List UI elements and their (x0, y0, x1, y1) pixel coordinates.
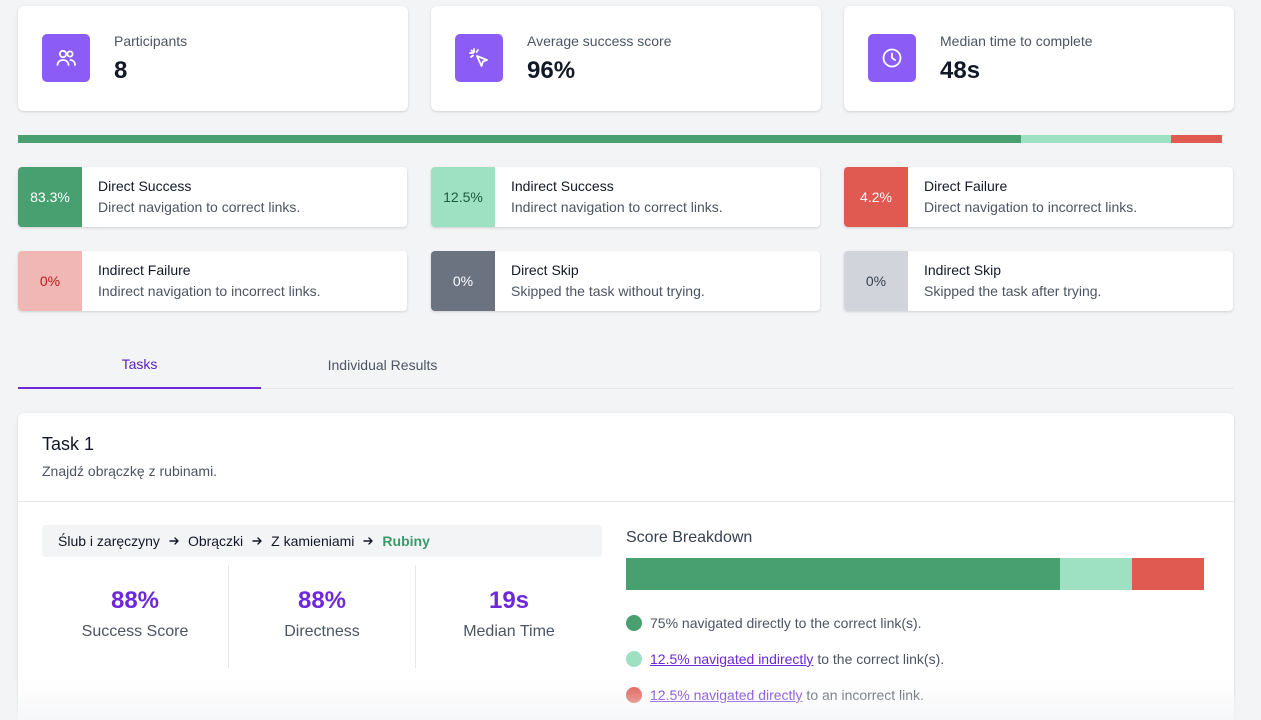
stat-card-participants: Participants 8 (18, 6, 408, 111)
score-breakdown-title: Score Breakdown (626, 529, 753, 546)
breakdown-bar-segment (626, 558, 1060, 590)
legend-title: Indirect Success (511, 178, 614, 194)
overall-bar-segment (1171, 135, 1222, 143)
task-card: Task 1 Znajdź obrączkę z rubinami. Ślub … (18, 413, 1234, 720)
breakdown-item: 12.5% navigated indirectly to the correc… (626, 651, 944, 667)
stat-value: 96% (527, 57, 576, 84)
legend-percentage: 4.2% (844, 167, 908, 227)
status-dot-icon (626, 615, 642, 631)
breakdown-text: 75% navigated directly to the correct li… (650, 615, 922, 631)
legend-percentage: 83.3% (18, 167, 82, 227)
cursor-click-icon (455, 34, 503, 82)
legend-title: Direct Failure (924, 178, 1008, 194)
score-breakdown-bar (626, 558, 1204, 590)
breadcrumb-item: Obrączki (187, 533, 244, 549)
arrow-right-icon (363, 537, 374, 545)
metric-label: Median Time (463, 623, 555, 640)
stat-label: Participants (114, 33, 188, 49)
stat-label: Median time to complete (940, 33, 1093, 49)
stat-label: Average success score (527, 33, 672, 49)
legend-title: Direct Success (98, 178, 192, 194)
stat-value: 8 (114, 57, 128, 84)
stat-card-median-time: Median time to complete 48s (844, 6, 1234, 111)
overall-bar-segment (1020, 135, 1172, 143)
status-dot-icon (626, 687, 642, 703)
legend-description: Direct navigation to incorrect links. (924, 199, 1138, 215)
legend-percentage: 0% (844, 251, 908, 311)
breadcrumb-item: Ślub i zaręczyny (58, 533, 160, 549)
clock-icon (868, 34, 916, 82)
breadcrumb-item-final: Rubiny (382, 533, 430, 549)
stat-value: 48s (940, 57, 981, 84)
arrow-right-icon (252, 537, 262, 545)
arrow-right-icon (169, 537, 179, 545)
legend-description: Indirect navigation to correct links. (511, 199, 723, 215)
legend-indirect-failure: 0% Indirect Failure Indirect navigation … (18, 251, 407, 311)
legend-direct-failure: 4.2% Direct Failure Direct navigation to… (844, 167, 1233, 227)
legend-indirect-success: 12.5% Indirect Success Indirect navigati… (431, 167, 820, 227)
breakdown-item: 75% navigated directly to the correct li… (626, 615, 922, 631)
metric-median-time: 19s Median Time (416, 565, 602, 668)
legend-description: Direct navigation to correct links. (98, 199, 301, 215)
legend-percentage: 12.5% (431, 167, 495, 227)
breakdown-text: to the correct link(s). (813, 651, 945, 667)
breadcrumb: Ślub i zaręczyny Obrączki Z kamieniami R… (42, 525, 602, 557)
task-metrics: 88% Success Score 88% Directness 19s Med… (42, 565, 602, 668)
legend-title: Indirect Failure (98, 262, 191, 278)
metric-value: 88% (297, 587, 347, 614)
overall-bar-segment (18, 135, 1021, 143)
task-description: Znajdź obrączkę z rubinami. (42, 463, 218, 479)
legend-percentage: 0% (431, 251, 495, 311)
breakdown-text: to an incorrect link. (802, 687, 924, 703)
users-icon (42, 34, 90, 82)
breakdown-item: 12.5% navigated directly to an incorrect… (626, 687, 924, 703)
tab-tasks[interactable]: Tasks (18, 340, 261, 389)
legend-indirect-skip: 0% Indirect Skip Skipped the task after … (844, 251, 1233, 311)
metric-value: 19s (488, 587, 530, 614)
task-title: Task 1 (42, 434, 95, 454)
stat-card-success-score: Average success score 96% (431, 6, 821, 111)
legend-description: Skipped the task after trying. (924, 283, 1102, 299)
legend-title: Direct Skip (511, 262, 579, 278)
metric-label: Success Score (81, 623, 189, 640)
legend-direct-skip: 0% Direct Skip Skipped the task without … (431, 251, 820, 311)
overall-result-bar (18, 135, 1222, 143)
breadcrumb-item: Z kamieniami (271, 533, 355, 549)
metric-success-score: 88% Success Score (42, 565, 229, 668)
breakdown-link[interactable]: 12.5% navigated indirectly (650, 651, 814, 667)
status-dot-icon (626, 651, 642, 667)
legend-description: Indirect navigation to incorrect links. (98, 283, 321, 299)
tab-individual-results[interactable]: Individual Results (327, 356, 438, 373)
metric-label: Directness (284, 623, 360, 640)
breakdown-link[interactable]: 12.5% navigated directly (650, 687, 803, 703)
metric-value: 88% (110, 587, 160, 614)
breakdown-bar-segment (1131, 558, 1204, 590)
results-tabs: Tasks Individual Results (18, 340, 1234, 389)
legend-description: Skipped the task without trying. (511, 283, 705, 299)
legend-title: Indirect Skip (924, 262, 1002, 278)
breakdown-bar-segment (1059, 558, 1132, 590)
metric-directness: 88% Directness (229, 565, 416, 668)
legend-percentage: 0% (18, 251, 82, 311)
legend-direct-success: 83.3% Direct Success Direct navigation t… (18, 167, 407, 227)
task-header: Task 1 Znajdź obrączkę z rubinami. (18, 413, 1234, 502)
